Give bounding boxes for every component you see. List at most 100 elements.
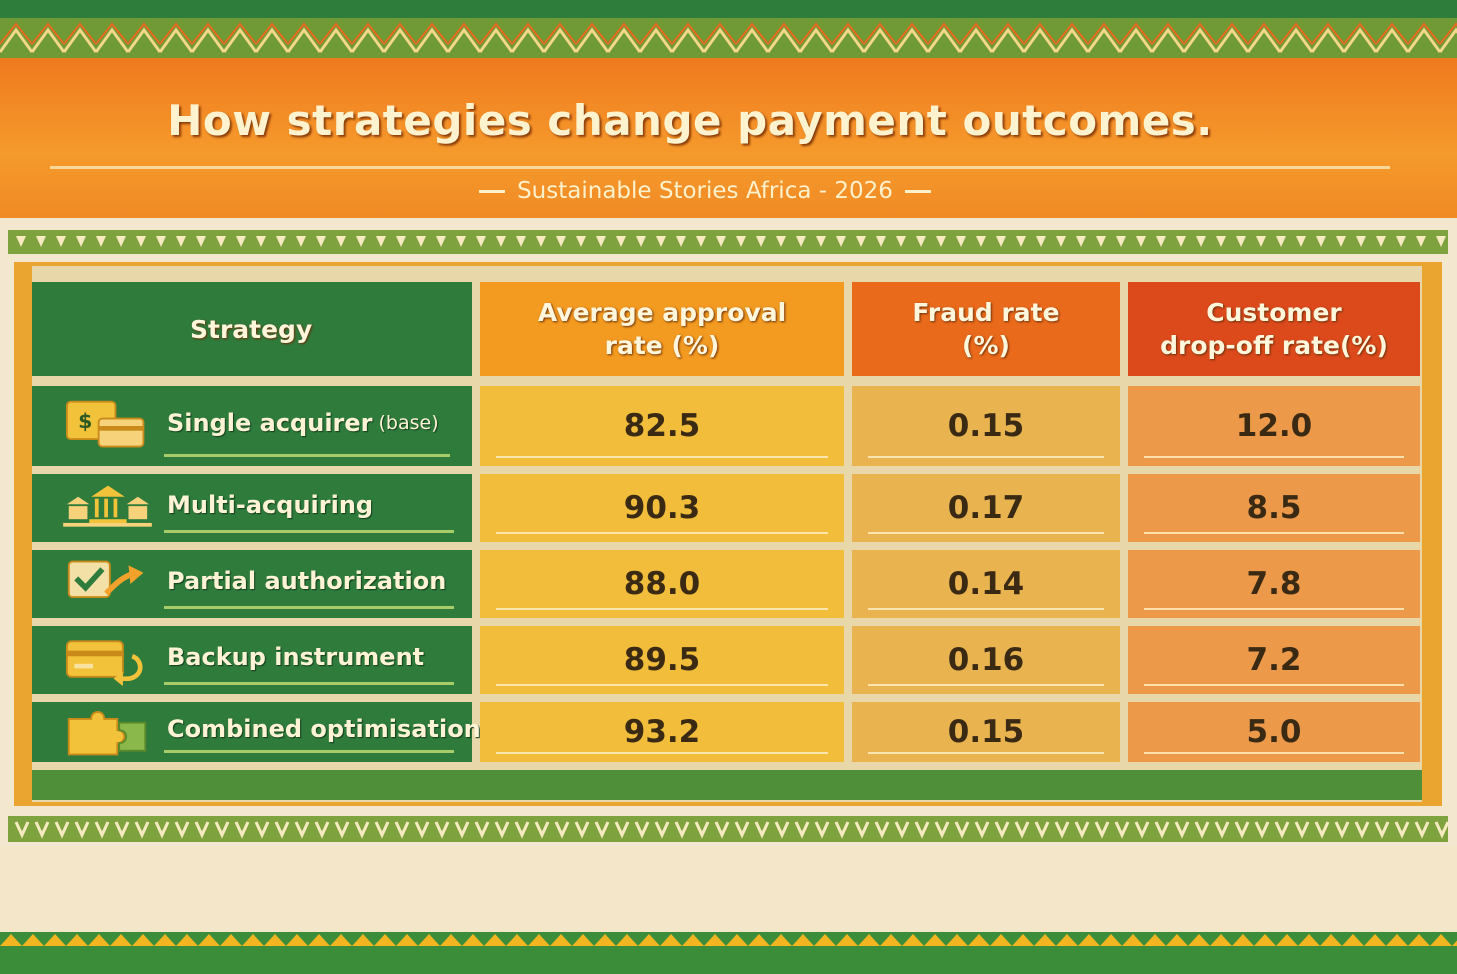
zigzag-segment — [126, 27, 162, 53]
band-chevron — [974, 821, 990, 839]
approval-value: 82.5 — [623, 408, 701, 444]
band-chevron — [554, 821, 570, 839]
approval-value-cell: 82.5 — [480, 386, 844, 466]
band-chevron — [834, 821, 850, 839]
band-chevron — [174, 821, 190, 839]
bottom-triangle — [1122, 934, 1144, 946]
fraud-cell-underline — [868, 608, 1104, 610]
band-chevron — [1154, 821, 1170, 839]
band-chevron — [1114, 821, 1130, 839]
zigzag-segment — [958, 27, 994, 53]
title-divider — [50, 166, 1390, 169]
band-chevron — [114, 821, 130, 839]
zigzag-segment — [511, 22, 545, 45]
header-dropoff-line-1: Customer — [1206, 298, 1342, 327]
band-triangle — [1436, 236, 1446, 247]
zigzag-segment — [478, 27, 514, 53]
strategy-qualifier: (base) — [378, 412, 439, 434]
table-row-strategy-cell: $ Single acquirer (base) — [32, 386, 472, 466]
dropoff-value: 12.0 — [1235, 408, 1313, 444]
band-chevron — [1214, 821, 1230, 839]
bottom-triangle — [660, 934, 682, 946]
band-chevron — [674, 821, 690, 839]
zigzag-segment — [1246, 27, 1282, 53]
zigzag-segment — [415, 22, 449, 45]
zigzag-segment — [62, 27, 98, 53]
band-triangle — [1156, 236, 1166, 247]
zigzag-segment — [1214, 27, 1250, 53]
zigzag-segment — [382, 27, 418, 53]
band-chevron — [434, 821, 450, 839]
fraud-value: 0.17 — [947, 490, 1025, 526]
zigzag-segment — [191, 22, 225, 45]
money-card-icon: $ — [65, 400, 145, 448]
zigzag-segment — [286, 27, 322, 53]
fraud-value-cell: 0.14 — [852, 550, 1120, 618]
band-chevron — [914, 821, 930, 839]
zigzag-segment — [223, 22, 257, 45]
bottom-triangle — [1298, 934, 1320, 946]
strategy-name: Single acquirer — [167, 409, 373, 437]
zigzag-segment — [959, 22, 993, 45]
zigzag-segment — [766, 27, 802, 53]
fraud-value-cell: 0.16 — [852, 626, 1120, 694]
bottom-zigzag-border — [0, 932, 1457, 974]
band-triangle — [1136, 236, 1146, 247]
bottom-triangle — [638, 934, 660, 946]
zigzag-segment — [158, 27, 194, 53]
title-banner — [0, 58, 1457, 218]
zigzag-segment — [287, 22, 321, 45]
strategy-underline — [164, 606, 454, 609]
band-chevron — [494, 821, 510, 839]
bottom-triangle — [264, 934, 286, 946]
zigzag-segment — [350, 27, 386, 53]
band-triangle — [116, 236, 126, 247]
band-chevron — [574, 821, 590, 839]
band-chevron — [1174, 821, 1190, 839]
approval-value-cell: 90.3 — [480, 474, 844, 542]
bottom-triangle — [132, 934, 154, 946]
header-approval: Average approval rate (%) — [480, 282, 844, 376]
bottom-triangle — [704, 934, 726, 946]
band-chevron — [1414, 821, 1430, 839]
table-row-strategy-cell: Combined optimisation — [32, 702, 481, 762]
zigzag-segment — [638, 27, 674, 53]
bottom-triangle — [528, 934, 550, 946]
band-triangle — [136, 236, 146, 247]
zigzag-segment — [670, 27, 706, 53]
band-triangle — [56, 236, 66, 247]
band-triangle — [616, 236, 626, 247]
bottom-triangle — [1188, 934, 1210, 946]
zigzag-segment — [254, 27, 290, 53]
band-chevron — [274, 821, 290, 839]
zigzag-segment — [862, 27, 898, 53]
band-triangle — [936, 236, 946, 247]
zigzag-segment — [1343, 22, 1377, 45]
bottom-triangle — [286, 934, 308, 946]
band-triangle — [316, 236, 326, 247]
band-triangle — [336, 236, 346, 247]
zigzag-segment — [1151, 22, 1185, 45]
band-triangle — [176, 236, 186, 247]
zigzag-segment — [222, 27, 258, 53]
zigzag-segment — [1054, 27, 1090, 53]
zigzag-segment — [95, 22, 129, 45]
page-subtitle-wrap: Sustainable Stories Africa - 2026 — [0, 178, 1410, 204]
band-triangle — [1216, 236, 1226, 247]
dropoff-value-cell: 7.2 — [1128, 626, 1420, 694]
fraud-value: 0.16 — [947, 642, 1025, 678]
zigzag-segment — [894, 27, 930, 53]
zigzag-segment — [127, 22, 161, 45]
band-triangle — [836, 236, 846, 247]
bottom-triangle — [110, 934, 132, 946]
dropoff-value-cell: 7.8 — [1128, 550, 1420, 618]
strategy-name: Multi-acquiring — [167, 491, 374, 519]
band-chevron — [654, 821, 670, 839]
band-triangle — [676, 236, 686, 247]
band-chevron — [54, 821, 70, 839]
strategy-label: Multi-acquiring — [167, 474, 373, 536]
table-row-strategy-cell: Multi-acquiring — [32, 474, 472, 542]
zigzag-segment — [991, 22, 1025, 45]
band-chevron — [134, 821, 150, 839]
bottom-triangle — [88, 934, 110, 946]
